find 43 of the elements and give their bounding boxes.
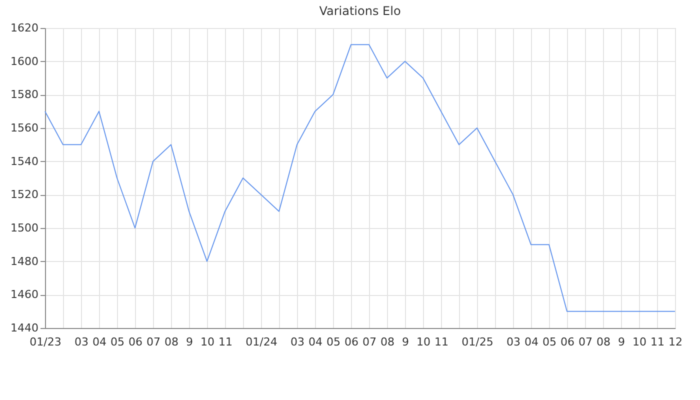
x-tick-label: 04 (308, 336, 322, 348)
x-tick-label: 01/25 (462, 336, 494, 348)
x-tick-label: 06 (128, 336, 142, 348)
y-tick-label: 1560 (10, 122, 38, 134)
x-tick-label: 08 (164, 336, 178, 348)
x-tick-label: 07 (146, 336, 160, 348)
x-tick-label: 11 (650, 336, 664, 348)
x-tick-label: 01/23 (30, 336, 62, 348)
x-tick-label: 03 (506, 336, 520, 348)
x-tick-label: 11 (434, 336, 448, 348)
chart-title: Variations Elo (319, 4, 401, 18)
x-tick-label: 9 (402, 336, 409, 348)
x-tick-label: 03 (290, 336, 304, 348)
x-tick-label: 05 (110, 336, 124, 348)
x-tick-label: 06 (344, 336, 358, 348)
y-tick-label: 1520 (10, 188, 38, 202)
x-tick-label: 05 (326, 336, 340, 348)
x-tick-label: 06 (560, 336, 574, 348)
x-tick-label: 05 (542, 336, 556, 348)
x-tick-label: 10 (632, 336, 646, 348)
y-tick-label: 1500 (10, 222, 38, 234)
x-tick-label: 11 (218, 336, 232, 348)
y-tick-label: 1580 (10, 88, 38, 102)
x-tick-label: 07 (362, 336, 376, 348)
x-tick-label: 10 (416, 336, 430, 348)
y-tick-label: 1620 (10, 22, 38, 34)
x-tick-label: 08 (596, 336, 610, 348)
x-tick-label: 9 (618, 336, 625, 348)
x-tick-label: 12 (668, 336, 682, 348)
x-tick-label: 10 (200, 336, 214, 348)
y-tick-label: 1540 (10, 154, 38, 168)
y-tick-label: 1460 (10, 288, 38, 302)
y-tick-label: 1440 (10, 322, 38, 334)
x-tick-label: 9 (186, 336, 193, 348)
line-series (44, 44, 676, 312)
y-tick-label: 1480 (10, 254, 38, 268)
x-tick-label: 04 (92, 336, 106, 348)
y-tick-label: 1600 (10, 54, 38, 68)
x-tick-label: 01/24 (246, 336, 278, 348)
x-tick-label: 03 (74, 336, 88, 348)
x-tick-label: 04 (524, 336, 538, 348)
x-tick-label: 07 (578, 336, 592, 348)
x-tick-label: 08 (380, 336, 394, 348)
